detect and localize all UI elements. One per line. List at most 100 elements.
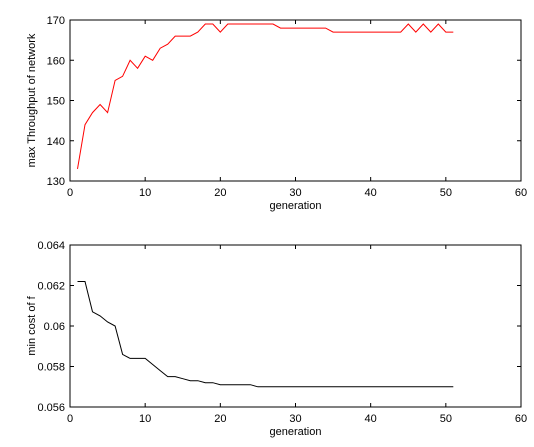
x-tick-label: 50	[440, 187, 452, 199]
data-point	[332, 31, 333, 32]
data-point	[355, 386, 356, 387]
data-point	[205, 23, 206, 24]
x-tick-label: 30	[289, 187, 301, 199]
data-point	[295, 386, 296, 387]
data-point	[227, 23, 228, 24]
data-point	[227, 384, 228, 385]
data-point	[145, 358, 146, 359]
data-point	[445, 386, 446, 387]
data-point	[107, 112, 108, 113]
x-axis-label: generation	[270, 200, 322, 212]
data-point	[197, 31, 198, 32]
data-point	[302, 386, 303, 387]
y-tick-label: 0.06	[44, 321, 65, 333]
data-point	[212, 23, 213, 24]
data-point	[220, 31, 221, 32]
y-tick-label: 170	[47, 15, 65, 27]
y-tick-label: 160	[47, 55, 65, 67]
data-point	[340, 386, 341, 387]
data-point	[393, 386, 394, 387]
data-point	[220, 384, 221, 385]
data-point	[370, 386, 371, 387]
data-point	[84, 281, 85, 282]
data-point	[257, 386, 258, 387]
data-point	[280, 386, 281, 387]
data-point	[145, 56, 146, 57]
cost-series	[77, 281, 454, 388]
data-point	[84, 124, 85, 125]
data-point	[99, 104, 100, 105]
data-point	[235, 384, 236, 385]
data-point	[265, 23, 266, 24]
y-tick-label: 150	[47, 96, 65, 108]
y-axis-label: max Throughput of network	[26, 33, 38, 167]
data-point	[453, 31, 454, 32]
y-axis-label: min cost of f	[26, 295, 38, 355]
data-point	[415, 386, 416, 387]
data-point	[325, 386, 326, 387]
data-point	[190, 380, 191, 381]
x-tick-label: 60	[515, 187, 527, 199]
data-point	[137, 68, 138, 69]
data-point	[363, 386, 364, 387]
data-point	[280, 27, 281, 28]
data-point	[287, 27, 288, 28]
x-tick-label: 0	[67, 413, 73, 425]
data-point	[453, 386, 454, 387]
data-point	[287, 386, 288, 387]
data-point	[415, 31, 416, 32]
data-point	[272, 23, 273, 24]
data-point	[400, 386, 401, 387]
data-point	[115, 80, 116, 81]
data-point	[265, 386, 266, 387]
throughput-subplot: 0 10 20 30 40 50 60 130 140 150 160 170 generation ma…	[26, 15, 527, 212]
data-point	[438, 386, 439, 387]
data-point	[242, 384, 243, 385]
data-point	[310, 386, 311, 387]
data-point	[115, 325, 116, 326]
y-tick-label: 0.056	[37, 402, 65, 414]
data-point	[182, 36, 183, 37]
data-point	[408, 23, 409, 24]
data-point	[257, 23, 258, 24]
x-tick-label: 60	[515, 413, 527, 425]
data-point	[423, 23, 424, 24]
data-point	[317, 386, 318, 387]
data-point	[152, 60, 153, 61]
data-point	[130, 60, 131, 61]
x-tick-label: 20	[214, 187, 226, 199]
data-point	[355, 31, 356, 32]
data-point	[212, 382, 213, 383]
data-point	[99, 315, 100, 316]
data-point	[122, 76, 123, 77]
data-point	[160, 370, 161, 371]
data-point	[385, 31, 386, 32]
data-point	[160, 48, 161, 49]
data-point	[272, 386, 273, 387]
y-tick-label: 0.062	[37, 281, 65, 293]
data-point	[400, 31, 401, 32]
data-point	[393, 31, 394, 32]
data-point	[175, 36, 176, 37]
data-point	[302, 27, 303, 28]
data-point	[438, 23, 439, 24]
x-axis-label: generation	[270, 426, 322, 438]
data-point	[317, 27, 318, 28]
data-point	[340, 31, 341, 32]
data-point	[242, 23, 243, 24]
data-point	[167, 44, 168, 45]
data-point	[175, 376, 176, 377]
data-point	[152, 364, 153, 365]
data-point	[385, 386, 386, 387]
x-tick-label: 30	[289, 413, 301, 425]
data-point	[430, 386, 431, 387]
data-point	[408, 386, 409, 387]
data-point	[137, 358, 138, 359]
x-tick-label: 10	[139, 187, 151, 199]
data-point	[310, 27, 311, 28]
throughput-series	[77, 23, 454, 169]
data-point	[250, 23, 251, 24]
x-tick-label: 0	[67, 187, 73, 199]
data-point	[378, 31, 379, 32]
